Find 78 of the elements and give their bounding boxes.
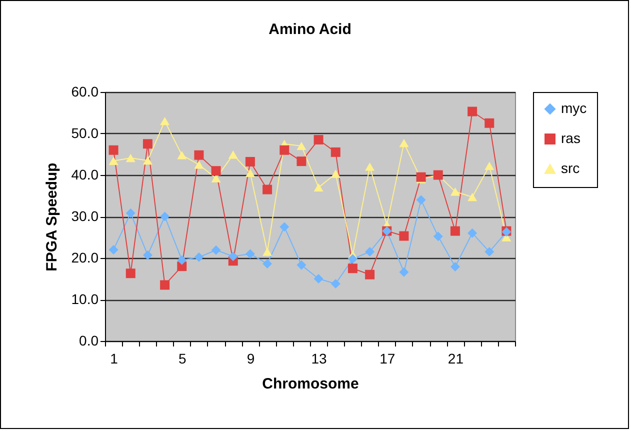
y-tick-label: 60.0: [71, 84, 99, 100]
point: [126, 154, 136, 162]
point: [142, 156, 152, 165]
point: [126, 208, 136, 218]
point: [484, 118, 494, 128]
point: [416, 172, 426, 182]
point: [142, 139, 152, 149]
x-tick-label: 17: [380, 350, 396, 366]
point: [296, 156, 306, 166]
point: [468, 106, 478, 116]
point: [108, 156, 118, 165]
point: [433, 232, 443, 242]
point: [211, 166, 221, 176]
point: [211, 245, 221, 255]
point: [314, 183, 324, 192]
point: [262, 248, 272, 256]
point: [262, 259, 272, 269]
x-tick-label: 21: [448, 350, 464, 366]
point: [245, 168, 255, 178]
y-tick-label: 20.0: [71, 250, 99, 266]
point: [314, 134, 324, 144]
point: [330, 170, 340, 178]
point: [399, 231, 409, 241]
point: [280, 222, 290, 232]
point: [211, 174, 221, 182]
point: [280, 145, 290, 155]
point: [450, 226, 460, 236]
point: [228, 252, 238, 262]
legend-label: ras: [561, 130, 580, 146]
point: [228, 150, 238, 159]
chart-title: Amino Acid: [268, 21, 352, 38]
point: [450, 187, 460, 196]
point: [194, 160, 204, 169]
point: [484, 162, 494, 170]
x-tick-label: 13: [311, 350, 328, 366]
point: [365, 247, 375, 257]
point: [296, 260, 306, 270]
y-tick-label: 0.0: [79, 332, 99, 348]
point: [330, 147, 340, 157]
point: [468, 192, 478, 202]
point: [177, 150, 187, 160]
point: [194, 150, 204, 160]
point: [160, 280, 170, 290]
point: [177, 255, 187, 265]
y-tick-label: 10.0: [71, 291, 99, 307]
point: [108, 244, 118, 254]
point: [348, 264, 358, 274]
point: [126, 268, 136, 278]
point: [108, 145, 118, 155]
point: [160, 116, 170, 126]
point: [194, 252, 204, 262]
y-tick-label: 40.0: [71, 166, 99, 182]
point: [314, 274, 324, 284]
point: [330, 278, 340, 288]
legend-label: src: [561, 160, 580, 176]
point: [365, 162, 375, 171]
point: [296, 142, 306, 150]
x-tick-label: 5: [178, 350, 186, 366]
x-axis-title: Chromosome: [262, 376, 359, 392]
x-tick-label: 1: [110, 350, 118, 366]
point: [399, 267, 409, 277]
x-tick-label: 9: [246, 350, 255, 366]
y-axis-title: FPGA Speedup: [43, 162, 60, 272]
point: [399, 138, 409, 148]
point: [484, 247, 494, 257]
point: [245, 249, 255, 259]
point: [365, 270, 375, 280]
point: [160, 212, 170, 222]
y-tick-label: 30.0: [71, 208, 99, 224]
point: [416, 195, 426, 205]
point: [262, 184, 272, 194]
legend-label: myc: [561, 100, 587, 116]
point: [348, 254, 358, 264]
point: [468, 228, 478, 238]
point: [245, 156, 255, 166]
point: [450, 262, 460, 272]
point: [142, 250, 152, 260]
y-tick-label: 50.0: [71, 125, 99, 141]
